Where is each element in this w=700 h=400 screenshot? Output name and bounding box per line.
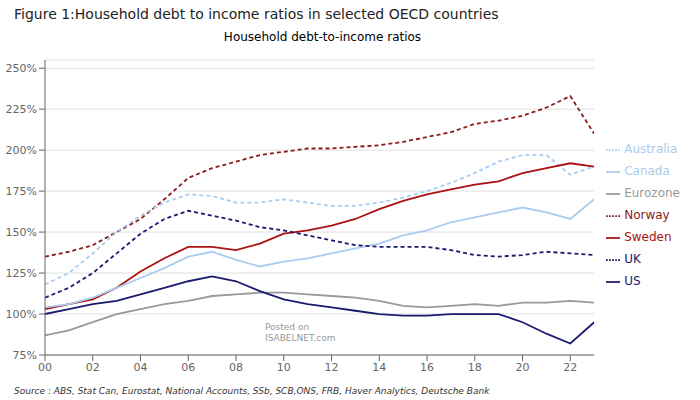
svg-text:10: 10: [277, 361, 291, 374]
html-text:Posted on: Posted on: [265, 322, 310, 332]
html-text:UK: UK: [624, 252, 641, 266]
html-text:Source : ABS, Stat Can, Eurost: Source : ABS, Stat Can, Eurostat, Nation…: [14, 386, 490, 396]
svg-text:125%: 125%: [8, 267, 37, 280]
svg-text:02: 02: [86, 361, 100, 374]
svg-text:200%: 200%: [8, 144, 37, 157]
svg-text:04: 04: [134, 361, 148, 374]
svg-text:225%: 225%: [8, 103, 37, 116]
svg-text:150%: 150%: [8, 226, 37, 239]
html-text:Canada: Canada: [624, 164, 670, 178]
html-text:Australia: Australia: [624, 142, 678, 156]
svg-text:14: 14: [372, 361, 386, 374]
svg-text:12: 12: [325, 361, 339, 374]
svg-text:22: 22: [563, 361, 577, 374]
svg-text:08: 08: [229, 361, 243, 374]
svg-text:100%: 100%: [8, 308, 37, 321]
html-text:Figure 1:Household debt to inc: Figure 1:Household debt to income ratios…: [14, 6, 499, 22]
html-text:ISABELNET.com: ISABELNET.com: [265, 333, 336, 343]
html-text:Household debt-to-income ratio: Household debt-to-income ratios: [223, 30, 422, 44]
svg-text:250%: 250%: [8, 62, 37, 75]
svg-text:75%: 75%: [13, 349, 37, 362]
svg-text:20: 20: [516, 361, 530, 374]
svg-text:18: 18: [468, 361, 482, 374]
html-text:Norway: Norway: [624, 208, 670, 222]
svg-text:00: 00: [38, 361, 52, 374]
html-text:Eurozone: Eurozone: [624, 186, 680, 200]
svg-text:175%: 175%: [8, 185, 37, 198]
html-text:Sweden: Sweden: [624, 230, 672, 244]
svg-text:06: 06: [181, 361, 195, 374]
html-text:US: US: [624, 274, 641, 288]
svg-text:16: 16: [420, 361, 434, 374]
